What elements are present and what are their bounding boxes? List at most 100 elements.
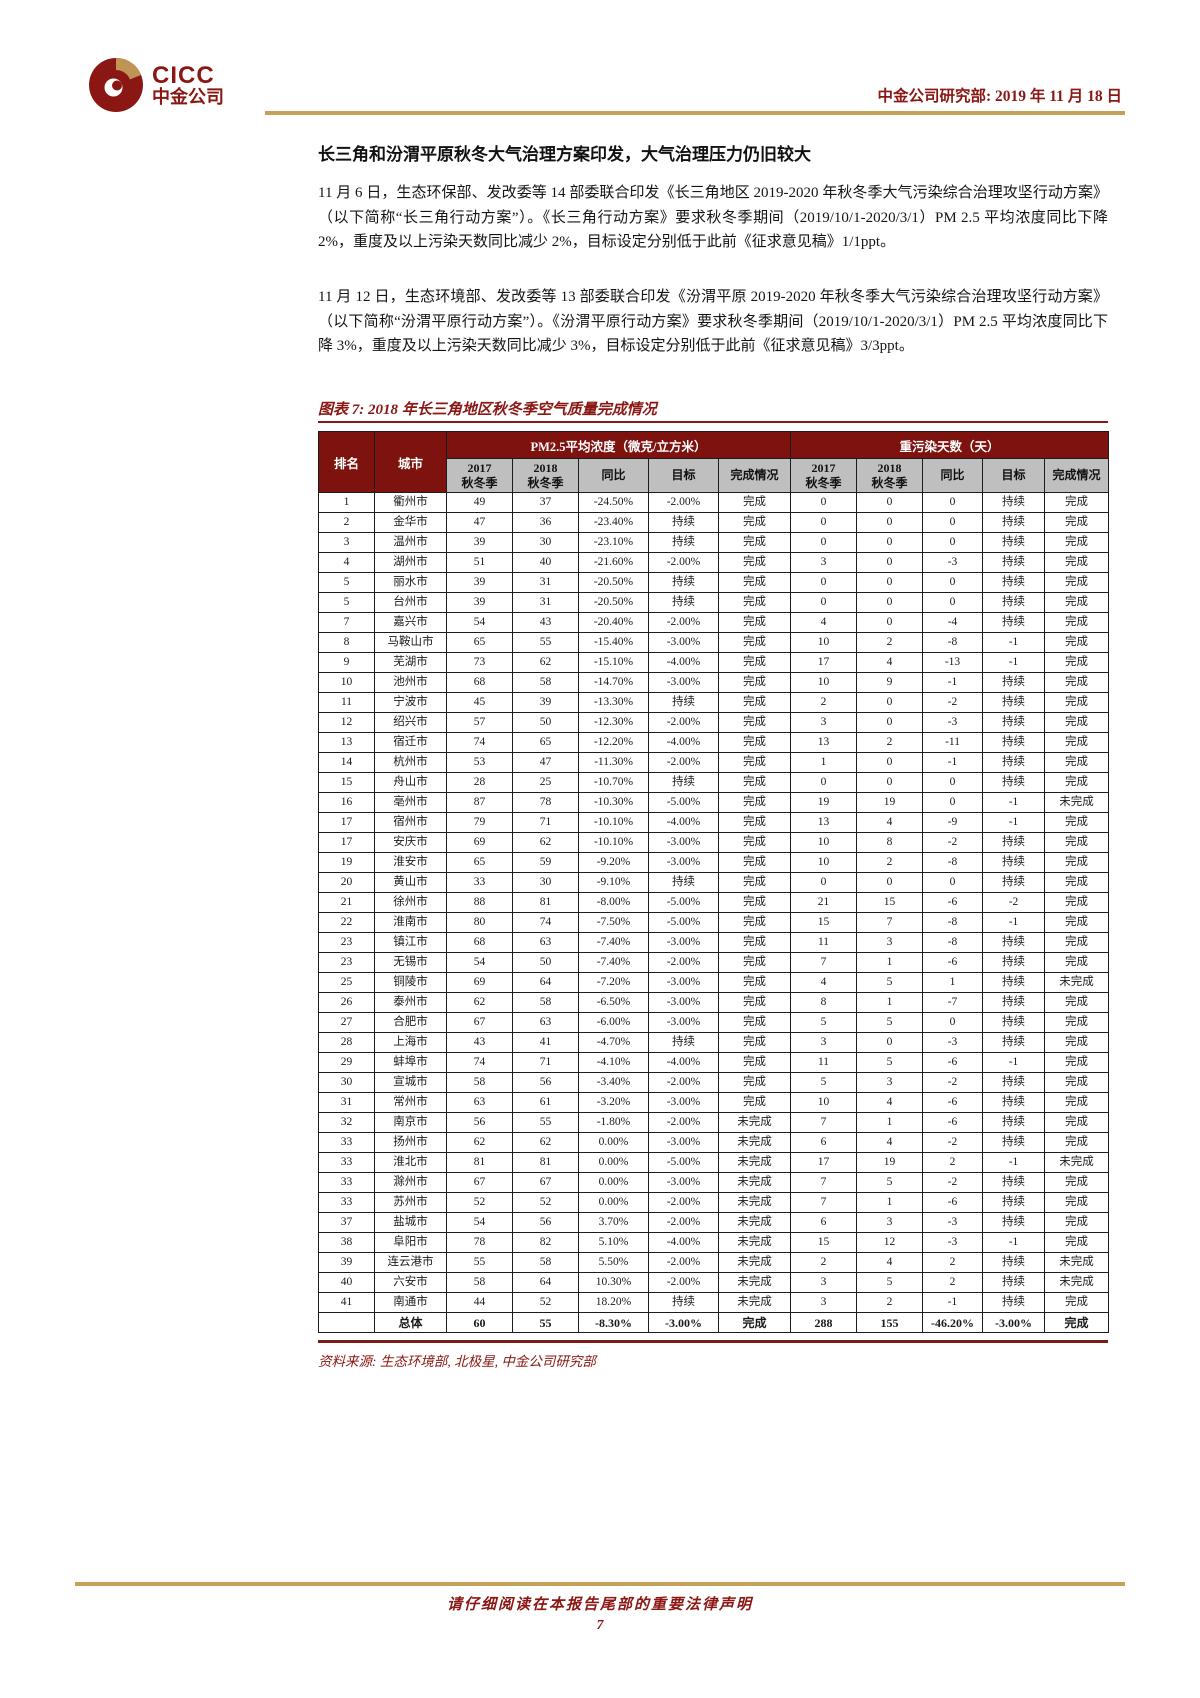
table-cell: -2.00% <box>648 1212 719 1233</box>
table-cell: 1 <box>318 492 375 513</box>
table-cell: 0 <box>790 772 858 793</box>
table-cell: 完成 <box>717 1072 792 1093</box>
table-cell: 56 <box>512 1212 579 1233</box>
table-cell: 79 <box>446 812 513 833</box>
table-cell: 完成 <box>1044 512 1110 533</box>
logo-text-cn: 中金公司 <box>152 87 224 108</box>
table-cell: 1 <box>856 1112 924 1133</box>
table-cell: -8 <box>922 912 984 933</box>
table-cell: 0 <box>922 572 984 593</box>
table-cell: 25 <box>318 972 375 993</box>
table-cell: 21 <box>318 892 375 913</box>
table-cell: 15 <box>790 1232 858 1253</box>
table-cell: 持续 <box>982 512 1046 533</box>
table-cell: 持续 <box>982 1192 1046 1213</box>
table-cell: -2 <box>922 692 984 713</box>
table-cell: -3 <box>922 1212 984 1233</box>
table-cell: 17 <box>318 832 375 853</box>
table-cell: 4 <box>856 1252 924 1273</box>
table-cell: 10 <box>790 832 858 853</box>
table-cell: -3.00% <box>648 1132 719 1153</box>
table-cell: 49 <box>446 492 513 513</box>
table-cell: 50 <box>512 712 579 733</box>
table-cell: 持续 <box>982 852 1046 873</box>
table-cell: -15.10% <box>578 652 649 673</box>
table-cell: 完成 <box>717 612 792 633</box>
table-cell: 2 <box>922 1152 984 1173</box>
table-cell: 39 <box>318 1252 375 1273</box>
table-cell: 38 <box>318 1232 375 1253</box>
table-cell: 58 <box>512 992 579 1013</box>
table-cell: 5 <box>856 1052 924 1073</box>
table-cell: 未完成 <box>1044 972 1110 993</box>
table-row: 5 台州市 39 31 -20.50% 持续 完成 0 0 0 持续 完成 <box>318 592 1110 613</box>
table-cell: 0 <box>856 752 924 773</box>
table-cell: 0 <box>790 592 858 613</box>
table-cell: -2.00% <box>648 1192 719 1213</box>
logo-text-en: CICC <box>152 61 215 89</box>
table-cell: 完成 <box>717 992 792 1013</box>
sub-header: 2017 秋冬季 <box>446 458 513 493</box>
table-cell: 7 <box>790 1112 858 1133</box>
table-cell: 28 <box>318 1032 375 1053</box>
table-cell: -8 <box>922 852 984 873</box>
table-cell: 完成 <box>1044 692 1110 713</box>
table-cell: 完成 <box>717 772 792 793</box>
table-cell: -3.00% <box>648 632 719 653</box>
table-cell: 未完成 <box>1044 1272 1110 1293</box>
table-cell: -3.00% <box>648 992 719 1013</box>
table-cell: -1 <box>982 812 1046 833</box>
table-cell: 未完成 <box>717 1252 792 1273</box>
table-cell: 1 <box>922 972 984 993</box>
table-cell: 56 <box>446 1112 513 1133</box>
table-cell: 39 <box>512 692 579 713</box>
table-cell: 65 <box>512 732 579 753</box>
table-cell: 2 <box>856 852 924 873</box>
table-cell: 13 <box>790 732 858 753</box>
table-row: 5 丽水市 39 31 -20.50% 持续 完成 0 0 0 持续 完成 <box>318 572 1110 593</box>
table-cell: 完成 <box>1044 1292 1110 1313</box>
table-cell: 完成 <box>1044 912 1110 933</box>
table-row: 25 铜陵市 69 64 -7.20% -3.00% 完成 4 5 1 持续 未完成 <box>318 972 1110 993</box>
table-row: 4 湖州市 51 40 -21.60% -2.00% 完成 3 0 -3 持续 完成 <box>318 552 1110 573</box>
table-cell: -3 <box>922 712 984 733</box>
table-cell: 3 <box>856 932 924 953</box>
table-cell: 11 <box>790 1052 858 1073</box>
table-row: 27 合肥市 67 63 -6.00% -3.00% 完成 5 5 0 持续 完成 <box>318 1012 1110 1033</box>
table-cell: -7.40% <box>578 952 649 973</box>
page-number: 7 <box>596 1618 604 1633</box>
table-cell: 0 <box>922 772 984 793</box>
table-cell: 8 <box>318 632 375 653</box>
table-cell: 持续 <box>982 832 1046 853</box>
table-cell: 亳州市 <box>374 792 447 813</box>
legal-notice: 请仔细阅读在本报告尾部的重要法律声明 <box>446 1597 753 1613</box>
table-cell: 2 <box>790 1252 858 1273</box>
table-cell: 69 <box>446 972 513 993</box>
table-cell: 6 <box>790 1212 858 1233</box>
table-cell: 完成 <box>1044 1172 1110 1193</box>
table-cell: 完成 <box>1044 852 1110 873</box>
table-cell: 7 <box>790 952 858 973</box>
table-cell: 29 <box>318 1052 375 1073</box>
table-cell: -13.30% <box>578 692 649 713</box>
table-cell: 63 <box>512 932 579 953</box>
table-cell: 宁波市 <box>374 692 447 713</box>
table-cell: 完成 <box>717 912 792 933</box>
table-cell: 盐城市 <box>374 1212 447 1233</box>
table-bottom-divider <box>318 1340 1108 1343</box>
table-cell: -1 <box>922 752 984 773</box>
table-cell: -3 <box>922 1032 984 1053</box>
table-cell: 持续 <box>982 1132 1046 1153</box>
table-cell: 持续 <box>648 512 719 533</box>
table-cell: 完成 <box>1044 1212 1110 1233</box>
table-cell: -12.20% <box>578 732 649 753</box>
table-cell: 71 <box>512 812 579 833</box>
table-cell: 完成 <box>1044 1092 1110 1113</box>
table-cell: 未完成 <box>717 1152 792 1173</box>
table-cell: 持续 <box>982 772 1046 793</box>
table-cell <box>318 1312 375 1333</box>
table-cell: 持续 <box>982 492 1046 513</box>
table-cell: -2.00% <box>648 612 719 633</box>
table-cell: -4.00% <box>648 652 719 673</box>
table-cell: 31 <box>512 592 579 613</box>
